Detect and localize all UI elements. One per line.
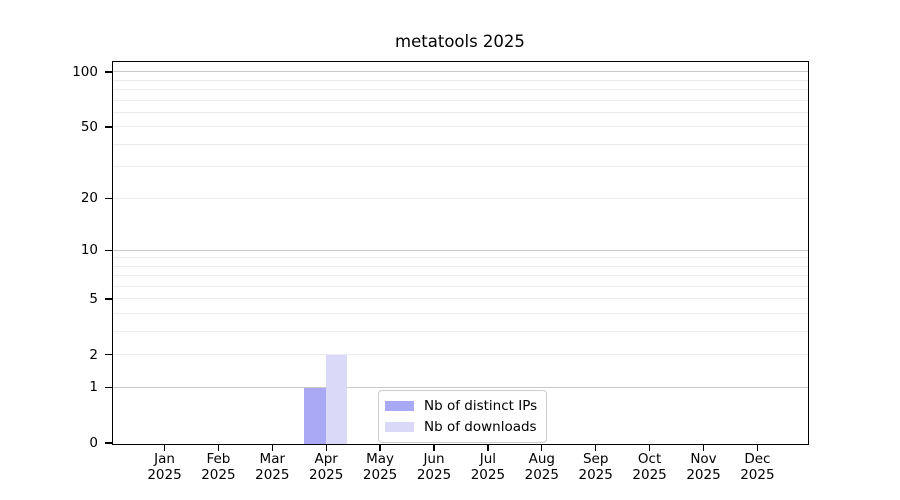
y-tick-label: 50 [80, 118, 98, 135]
y-gridline-major [112, 71, 808, 73]
x-tick-mark [163, 444, 166, 451]
y-tick-label: 2 [89, 346, 98, 363]
x-tick-label-year: 2025 [416, 466, 452, 483]
x-tick-label-month: Dec [744, 451, 771, 467]
x-tick-label: Aug 2025 [514, 451, 570, 483]
x-tick-label-month: Aug [528, 451, 555, 467]
y-tick-mark [105, 126, 112, 128]
x-tick-label-year: 2025 [309, 466, 344, 483]
x-tick-label-month: Mar [259, 451, 286, 467]
y-gridline-minor [112, 354, 808, 356]
legend-entry-distinct-ips: Nb of distinct IPs [385, 397, 537, 415]
x-tick-mark [487, 444, 489, 451]
y-gridline-minor [112, 265, 808, 267]
y-tick-mark [105, 386, 112, 388]
y-tick-label: 5 [89, 290, 98, 307]
y-gridline-minor [112, 298, 808, 300]
y-tick-mark [105, 71, 112, 73]
x-tick-mark [325, 444, 327, 451]
x-tick-mark [702, 444, 705, 451]
y-gridline-minor [112, 89, 808, 91]
x-tick-label-year: 2025 [740, 466, 775, 483]
y-gridline-minor [112, 166, 808, 168]
x-tick-label: Feb 2025 [190, 451, 246, 483]
x-tick-label-year: 2025 [470, 466, 506, 483]
x-tick-mark [756, 444, 759, 451]
y-gridline-major [112, 249, 808, 251]
x-tick-mark [217, 444, 220, 451]
x-tick-mark [648, 444, 651, 451]
x-tick-mark [541, 444, 543, 451]
y-tick-label: 10 [80, 242, 98, 259]
bar-distinct-ips [303, 387, 326, 444]
bar-downloads [325, 355, 348, 444]
x-tick-label-year: 2025 [686, 466, 721, 483]
legend-swatch-distinct-ips [385, 400, 414, 412]
x-tick-label: Mar 2025 [244, 451, 300, 483]
legend-label-downloads: Nb of downloads [424, 419, 537, 435]
x-tick-label-month: Nov [690, 451, 717, 467]
y-gridline-minor [112, 313, 808, 315]
x-tick-label-month: Jan [154, 451, 175, 467]
y-tick-label: 20 [80, 190, 98, 207]
y-tick-label: 0 [89, 435, 98, 451]
y-gridline-minor [112, 286, 808, 288]
legend-label-distinct-ips: Nb of distinct IPs [424, 398, 538, 414]
y-gridline-minor [112, 143, 808, 145]
x-tick-label-year: 2025 [362, 466, 398, 483]
legend: Nb of distinct IPs Nb of downloads [378, 390, 548, 443]
x-tick-label-month: Oct [637, 451, 662, 467]
y-gridline-minor [112, 79, 808, 81]
y-gridline-minor [112, 111, 808, 113]
plot-area [111, 61, 809, 445]
y-tick-mark [105, 298, 112, 300]
x-tick-label-year: 2025 [632, 466, 667, 483]
x-tick-label: Oct 2025 [622, 451, 678, 483]
y-tick-mark [105, 442, 112, 444]
x-tick-label-month: Feb [206, 451, 231, 467]
x-tick-mark [379, 444, 381, 451]
x-tick-label-year: 2025 [578, 466, 613, 483]
chart-title: metatools 2025 [395, 32, 525, 51]
x-tick-label: Jan 2025 [137, 451, 193, 483]
x-tick-label-year: 2025 [255, 466, 290, 483]
x-tick-label: Nov 2025 [676, 451, 732, 483]
x-tick-label-year: 2025 [201, 466, 236, 483]
y-gridline-minor [112, 99, 808, 101]
legend-entry-downloads: Nb of downloads [385, 418, 537, 436]
y-gridline-minor [112, 331, 808, 333]
y-tick-mark [105, 353, 112, 356]
x-tick-label-year: 2025 [147, 466, 182, 483]
x-tick-label-month: Jul [479, 451, 497, 467]
x-tick-label: Dec 2025 [729, 451, 785, 483]
y-gridline-minor [112, 126, 808, 128]
x-tick-mark [595, 444, 597, 451]
x-tick-label: Sep 2025 [568, 451, 624, 483]
y-gridline-minor [112, 197, 808, 199]
y-tick-label: 1 [89, 379, 98, 396]
x-tick-label-month: Apr [314, 451, 338, 467]
y-gridline-minor [112, 275, 808, 277]
x-tick-label-month: Jun [423, 451, 445, 467]
x-tick-label-month: Sep [582, 451, 609, 467]
x-tick-label: Jul 2025 [460, 451, 516, 483]
y-gridline-major [112, 386, 808, 388]
x-tick-label: Apr 2025 [298, 451, 354, 483]
y-tick-label: 100 [72, 63, 98, 80]
x-tick-mark [271, 444, 273, 451]
legend-swatch-downloads [385, 421, 414, 433]
x-tick-label: May 2025 [352, 451, 408, 483]
y-tick-mark [105, 197, 112, 199]
y-gridline-minor [112, 257, 808, 259]
x-tick-label-year: 2025 [524, 466, 559, 483]
x-tick-label-month: May [366, 451, 395, 467]
y-tick-mark [105, 249, 112, 251]
x-tick-label: Jun 2025 [406, 451, 462, 483]
x-tick-mark [433, 444, 435, 451]
